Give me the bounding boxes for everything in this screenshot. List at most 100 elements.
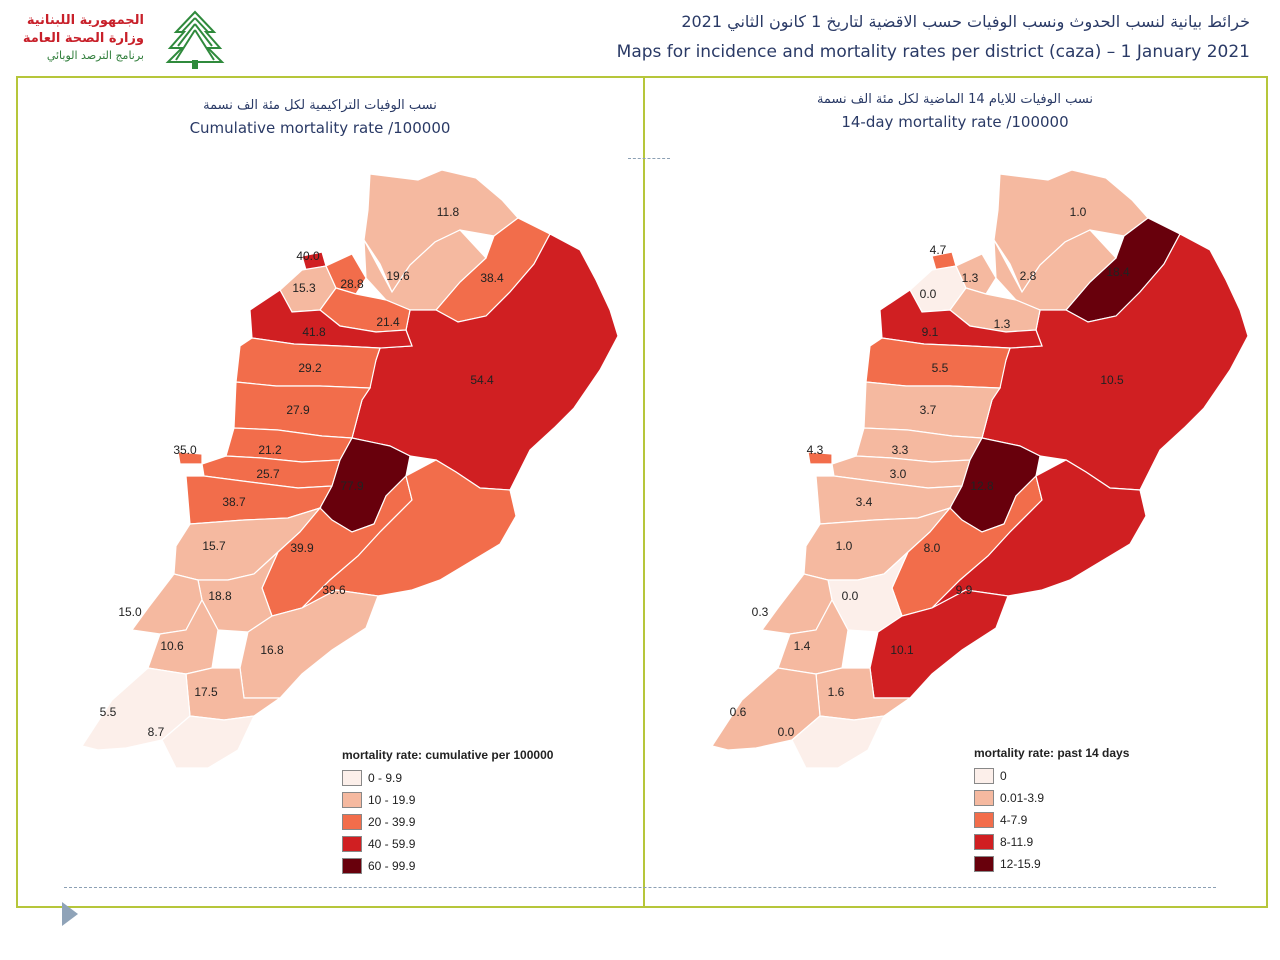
ministry-logo: الجمهورية اللبنانية وزارة الصحة العامة ب… <box>14 10 225 70</box>
district-label-bintjbeil: 8.7 <box>148 725 165 739</box>
legend-title: mortality rate: cumulative per 100000 <box>342 748 554 762</box>
district-label-zahle: 77.9 <box>340 479 364 493</box>
legend-label: 0 - 9.9 <box>368 771 403 785</box>
header: الجمهورية اللبنانية وزارة الصحة العامة ب… <box>0 0 1280 76</box>
legend-item: 12-15.9 <box>974 853 1129 875</box>
legend-swatch <box>342 770 362 786</box>
district-label-rashaya: 39.6 <box>322 583 346 597</box>
legend-label: 8-11.9 <box>1000 835 1034 849</box>
district-label-beirut: 35.0 <box>173 443 197 457</box>
legend-item: 0 <box>974 765 1129 787</box>
cumulative-title-english: Cumulative mortality rate /100000 <box>189 119 451 137</box>
next-slide-arrow-icon[interactable] <box>62 902 78 926</box>
district-bintjbeil[interactable] <box>161 715 256 769</box>
cumulative-mortality-map: 11.8 38.4 19.6 54.4 40.0 15.3 28.8 21.4 41.8 29.2… <box>81 169 619 769</box>
legend-item: 20 - 39.9 <box>342 811 553 833</box>
14day-title-english: 14-day mortality rate /100000 <box>841 113 1069 131</box>
logo-line-3: برنامج الترصد الوبائي <box>46 49 144 62</box>
14day-title-arabic: نسب الوفيات للايام 14 الماضية لكل مئة ال… <box>816 92 1094 107</box>
district-label-koura: 1.3 <box>962 271 979 285</box>
district-bintjbeil[interactable] <box>791 715 886 769</box>
district-label-chouf: 1.0 <box>836 539 853 553</box>
logo-line-2: وزارة الصحة العامة <box>22 31 144 46</box>
district-label-chouf: 15.7 <box>202 539 226 553</box>
district-label-hermel: 38.4 <box>480 271 504 285</box>
district-label-tripoli: 40.0 <box>296 249 320 263</box>
legend-swatch <box>342 858 362 874</box>
district-label-akkar: 1.0 <box>1070 205 1087 219</box>
legend-label: 0 <box>1000 769 1007 783</box>
dashed-separator <box>64 887 1216 888</box>
legend-label: 60 - 99.9 <box>368 859 416 873</box>
legend-label: 40 - 59.9 <box>368 837 416 851</box>
district-label-bintjbeil: 0.0 <box>778 725 795 739</box>
legend-item: 40 - 59.9 <box>342 833 553 855</box>
district-label-aley: 3.4 <box>856 495 873 509</box>
cumulative-legend: mortality rate: cumulative per 100000 0 … <box>342 748 553 877</box>
district-label-metn: 21.2 <box>258 443 282 457</box>
district-label-akkar: 11.8 <box>437 205 460 219</box>
legend-rows: 0 - 9.9 10 - 19.9 20 - 39.9 40 - 59.9 60 - 9… <box>342 767 553 877</box>
legend-label: 0.01-3.9 <box>1000 791 1045 805</box>
logo-line-1: الجمهورية اللبنانية <box>26 13 144 28</box>
legend-item: 4-7.9 <box>974 809 1129 831</box>
district-label-baalbek: 10.5 <box>1100 373 1124 387</box>
district-label-hermel: 18.4 <box>1106 265 1130 279</box>
district-minieh[interactable] <box>363 229 487 311</box>
district-label-jezzine: 18.8 <box>208 589 232 603</box>
14day-mortality-map: 1.0 18.4 2.8 10.5 4.7 0.0 1.3 1.3 9.1 5.5 3.7 3.3 3.… <box>711 169 1249 769</box>
district-label-hasbaya: 16.8 <box>260 643 284 657</box>
main-title-arabic: خرائط بيانية لنسب الحدوث ونسب الوفيات حس… <box>681 12 1250 31</box>
district-label-baabda: 25.7 <box>256 467 280 481</box>
district-koura[interactable] <box>325 253 367 295</box>
legend-item: 0 - 9.9 <box>342 767 553 789</box>
dashed-separator-small <box>628 158 670 159</box>
district-label-batroun: 41.8 <box>302 325 326 339</box>
cedar-icon <box>165 10 225 69</box>
legend-swatch <box>974 768 994 784</box>
legend-title: mortality rate: past 14 days <box>974 746 1130 760</box>
legend-swatch <box>974 834 994 850</box>
legend-swatch <box>974 790 994 806</box>
panel-divider <box>643 76 645 908</box>
district-label-nabatieh: 1.6 <box>828 685 845 699</box>
district-label-tyre: 0.6 <box>730 705 747 719</box>
main-title-english: Maps for incidence and mortality rates p… <box>616 42 1250 62</box>
district-label-minieh: 2.8 <box>1020 269 1037 283</box>
14day-map-title: نسب الوفيات للايام 14 الماضية لكل مئة ال… <box>755 92 1155 131</box>
district-beirut[interactable] <box>807 451 833 465</box>
district-label-metn: 3.3 <box>892 443 909 457</box>
district-label-zahrani: 1.4 <box>794 639 811 653</box>
cumulative-map-title: نسب الوفيات التراكيمية لكل مئة الف نسمة … <box>120 98 520 137</box>
district-label-keserwan: 27.9 <box>286 403 310 417</box>
logo-text: الجمهورية اللبنانية وزارة الصحة العامة ب… <box>14 12 144 64</box>
legend-label: 10 - 19.9 <box>368 793 416 807</box>
district-label-zahrani: 10.6 <box>160 639 184 653</box>
legend-label: 20 - 39.9 <box>368 815 416 829</box>
district-label-koura: 28.8 <box>340 277 364 291</box>
district-label-hasbaya: 10.1 <box>890 643 914 657</box>
district-label-zgharta: 0.0 <box>920 287 937 301</box>
district-label-beirut: 4.3 <box>807 443 824 457</box>
district-koura[interactable] <box>955 253 997 295</box>
district-label-westbekaa: 39.9 <box>290 541 314 555</box>
legend-swatch <box>342 792 362 808</box>
legend-label: 12-15.9 <box>1000 857 1041 871</box>
14day-legend: mortality rate: past 14 days 0 0.01-3.9 4-… <box>974 746 1129 875</box>
district-label-batroun: 9.1 <box>922 325 939 339</box>
legend-item: 60 - 99.9 <box>342 855 553 877</box>
district-minieh[interactable] <box>993 229 1117 311</box>
legend-rows: 0 0.01-3.9 4-7.9 8-11.9 12-15.9 <box>974 765 1129 875</box>
maps-frame <box>16 76 1268 908</box>
legend-swatch <box>974 812 994 828</box>
district-beirut[interactable] <box>177 451 203 465</box>
district-label-minieh: 19.6 <box>386 269 410 283</box>
district-label-westbekaa: 8.0 <box>924 541 941 555</box>
district-label-rashaya: 9.9 <box>956 583 973 597</box>
legend-swatch <box>342 814 362 830</box>
legend-swatch <box>974 856 994 872</box>
district-label-jbeil: 29.2 <box>298 361 322 375</box>
district-labels: 1.0 18.4 2.8 10.5 4.7 0.0 1.3 1.3 9.1 5.5 3.7 3.3 3.… <box>730 205 1130 739</box>
district-label-tyre: 5.5 <box>100 705 117 719</box>
district-label-bsharre: 21.4 <box>376 315 400 329</box>
